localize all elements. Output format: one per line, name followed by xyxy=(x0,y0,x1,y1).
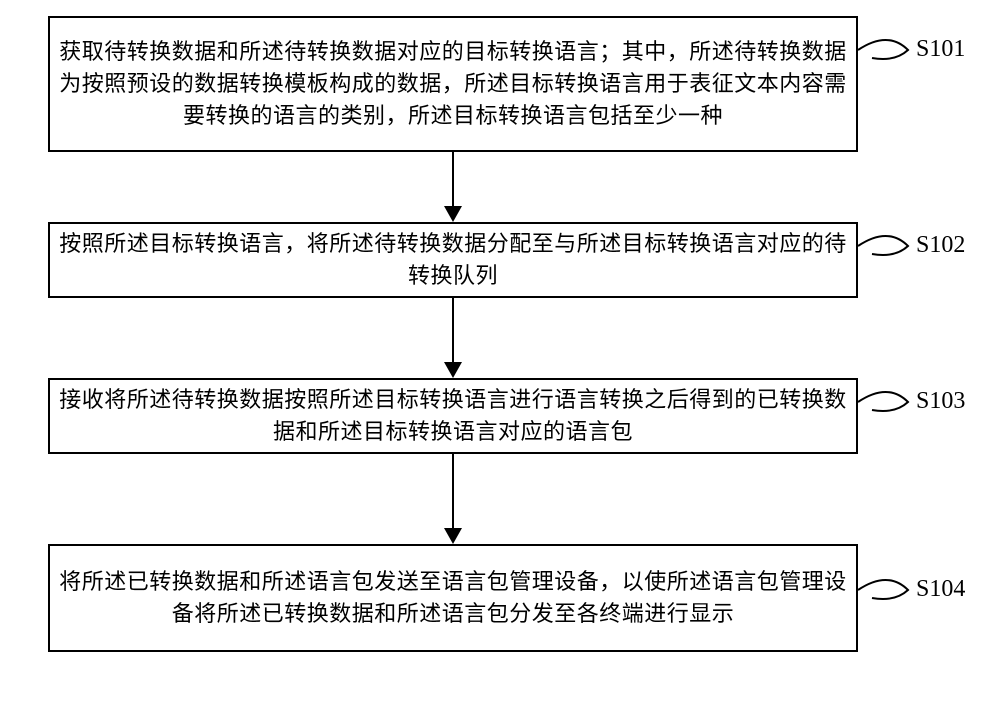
step-text-s104: 将所述已转换数据和所述语言包发送至语言包管理设备，以使所述语言包管理设备将所述已… xyxy=(50,566,856,630)
step-box-s102: 按照所述目标转换语言，将所述待转换数据分配至与所述目标转换语言对应的待转换队列 xyxy=(48,222,858,298)
step-label-s101: S101 xyxy=(916,36,965,63)
step-label-s104: S104 xyxy=(916,576,965,603)
step-label-s102: S102 xyxy=(916,232,965,259)
flowchart-canvas: 获取待转换数据和所述待转换数据对应的目标转换语言；其中，所述待转换数据为按照预设… xyxy=(0,0,1000,716)
step-box-s104: 将所述已转换数据和所述语言包发送至语言包管理设备，以使所述语言包管理设备将所述已… xyxy=(48,544,858,652)
step-box-s101: 获取待转换数据和所述待转换数据对应的目标转换语言；其中，所述待转换数据为按照预设… xyxy=(48,16,858,152)
step-text-s102: 按照所述目标转换语言，将所述待转换数据分配至与所述目标转换语言对应的待转换队列 xyxy=(50,228,856,292)
step-text-s101: 获取待转换数据和所述待转换数据对应的目标转换语言；其中，所述待转换数据为按照预设… xyxy=(50,36,856,132)
step-box-s103: 接收将所述待转换数据按照所述目标转换语言进行语言转换之后得到的已转换数据和所述目… xyxy=(48,378,858,454)
step-label-s103: S103 xyxy=(916,388,965,415)
step-text-s103: 接收将所述待转换数据按照所述目标转换语言进行语言转换之后得到的已转换数据和所述目… xyxy=(50,384,856,448)
